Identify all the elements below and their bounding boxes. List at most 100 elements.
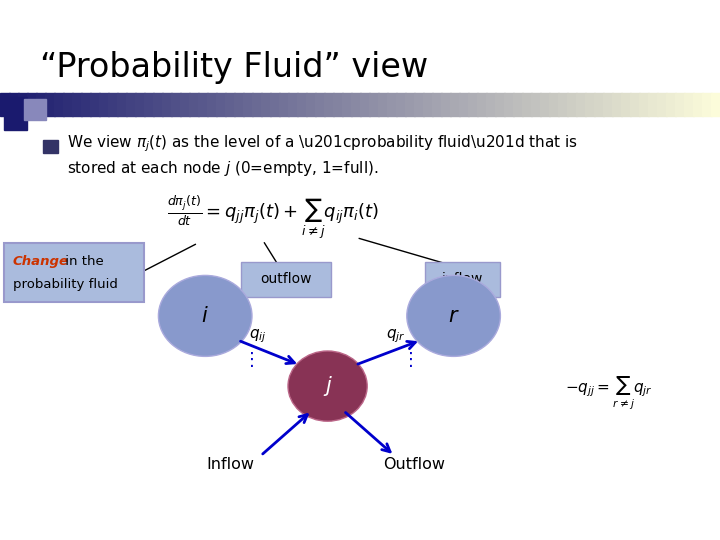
Bar	[540, 93, 550, 116]
Text: $\vdots$: $\vdots$	[243, 349, 254, 369]
Bar	[27, 93, 37, 116]
Bar	[198, 93, 208, 116]
Bar	[567, 93, 577, 116]
Bar	[216, 93, 226, 116]
Bar	[36, 93, 46, 116]
Bar	[486, 93, 496, 116]
Text: in the: in the	[61, 255, 104, 268]
FancyBboxPatch shape	[425, 262, 500, 297]
Bar	[387, 93, 397, 116]
Text: $j$: $j$	[323, 374, 333, 398]
Bar	[513, 93, 523, 116]
Bar	[342, 93, 352, 116]
Bar	[99, 93, 109, 116]
Text: We view $\pi_j(t)$ as the level of a \u201cprobability fluid\u201d that is: We view $\pi_j(t)$ as the level of a \u2…	[67, 133, 578, 154]
Ellipse shape	[288, 351, 367, 421]
Bar	[189, 93, 199, 116]
Text: $\frac{d\pi_j(t)}{dt} = q_{jj}\pi_j(t) + \sum_{i \neq j} q_{ij}\pi_i(t)$: $\frac{d\pi_j(t)}{dt} = q_{jj}\pi_j(t) +…	[168, 195, 379, 242]
Bar	[225, 93, 235, 116]
Bar	[693, 93, 703, 116]
Bar	[43, 140, 58, 153]
Bar	[576, 93, 585, 116]
Bar	[333, 93, 343, 116]
Bar	[306, 93, 316, 116]
Bar	[261, 93, 271, 116]
Bar	[90, 93, 99, 116]
Bar	[504, 93, 513, 116]
Bar	[252, 93, 262, 116]
Bar	[396, 93, 406, 116]
Bar	[522, 93, 531, 116]
Bar	[279, 93, 289, 116]
Bar	[450, 93, 459, 116]
Bar	[468, 93, 478, 116]
Bar	[351, 93, 361, 116]
Text: stored at each node $j$ (0=empty, 1=full).: stored at each node $j$ (0=empty, 1=full…	[67, 159, 379, 178]
Bar	[360, 93, 370, 116]
Bar	[702, 93, 711, 116]
Bar	[171, 93, 181, 116]
Text: outflow: outflow	[261, 273, 312, 286]
Text: $i$: $i$	[202, 306, 209, 326]
Text: inflow: inflow	[442, 273, 483, 286]
Text: Change: Change	[13, 255, 69, 268]
Text: $q_{ij}$: $q_{ij}$	[249, 327, 266, 345]
Bar	[675, 93, 685, 116]
Bar	[648, 93, 657, 116]
FancyBboxPatch shape	[241, 262, 331, 297]
Bar	[657, 93, 667, 116]
Bar	[24, 99, 46, 120]
Bar	[270, 93, 280, 116]
Text: Outflow: Outflow	[383, 457, 445, 472]
Bar	[135, 93, 145, 116]
Bar	[711, 93, 720, 116]
Text: $-q_{jj} = \sum_{r \neq j} q_{jr}$: $-q_{jj} = \sum_{r \neq j} q_{jr}$	[564, 376, 652, 412]
Bar	[531, 93, 541, 116]
Bar	[63, 93, 73, 116]
Bar	[180, 93, 190, 116]
Bar	[477, 93, 487, 116]
Bar	[297, 93, 307, 116]
Bar	[153, 93, 163, 116]
Ellipse shape	[158, 275, 252, 356]
Bar	[585, 93, 595, 116]
Bar	[72, 93, 82, 116]
Bar	[432, 93, 441, 116]
Bar	[18, 93, 28, 116]
Bar	[9, 93, 19, 116]
Bar	[378, 93, 387, 116]
Bar	[495, 93, 505, 116]
Bar	[315, 93, 325, 116]
Text: $r$: $r$	[448, 306, 459, 326]
Bar	[423, 93, 433, 116]
Bar	[108, 93, 118, 116]
Bar	[666, 93, 675, 116]
Bar	[234, 93, 243, 116]
Bar	[405, 93, 415, 116]
Bar	[612, 93, 621, 116]
Bar	[324, 93, 334, 116]
Bar	[45, 93, 55, 116]
Bar	[558, 93, 567, 116]
Text: Inflow: Inflow	[207, 457, 254, 472]
Bar	[630, 93, 639, 116]
Bar	[594, 93, 603, 116]
Bar	[414, 93, 423, 116]
Bar	[126, 93, 135, 116]
FancyBboxPatch shape	[4, 243, 144, 302]
Bar	[144, 93, 154, 116]
Bar	[0, 93, 10, 116]
Bar	[81, 93, 91, 116]
Bar	[207, 93, 217, 116]
Bar	[117, 93, 127, 116]
Ellipse shape	[407, 275, 500, 356]
Bar	[684, 93, 693, 116]
Bar	[243, 93, 253, 116]
Bar	[54, 93, 63, 116]
Text: $\vdots$: $\vdots$	[401, 349, 413, 369]
Bar	[603, 93, 613, 116]
Bar	[369, 93, 379, 116]
Bar	[4, 97, 27, 130]
Bar	[459, 93, 469, 116]
Text: “Probability Fluid” view: “Probability Fluid” view	[40, 51, 428, 84]
